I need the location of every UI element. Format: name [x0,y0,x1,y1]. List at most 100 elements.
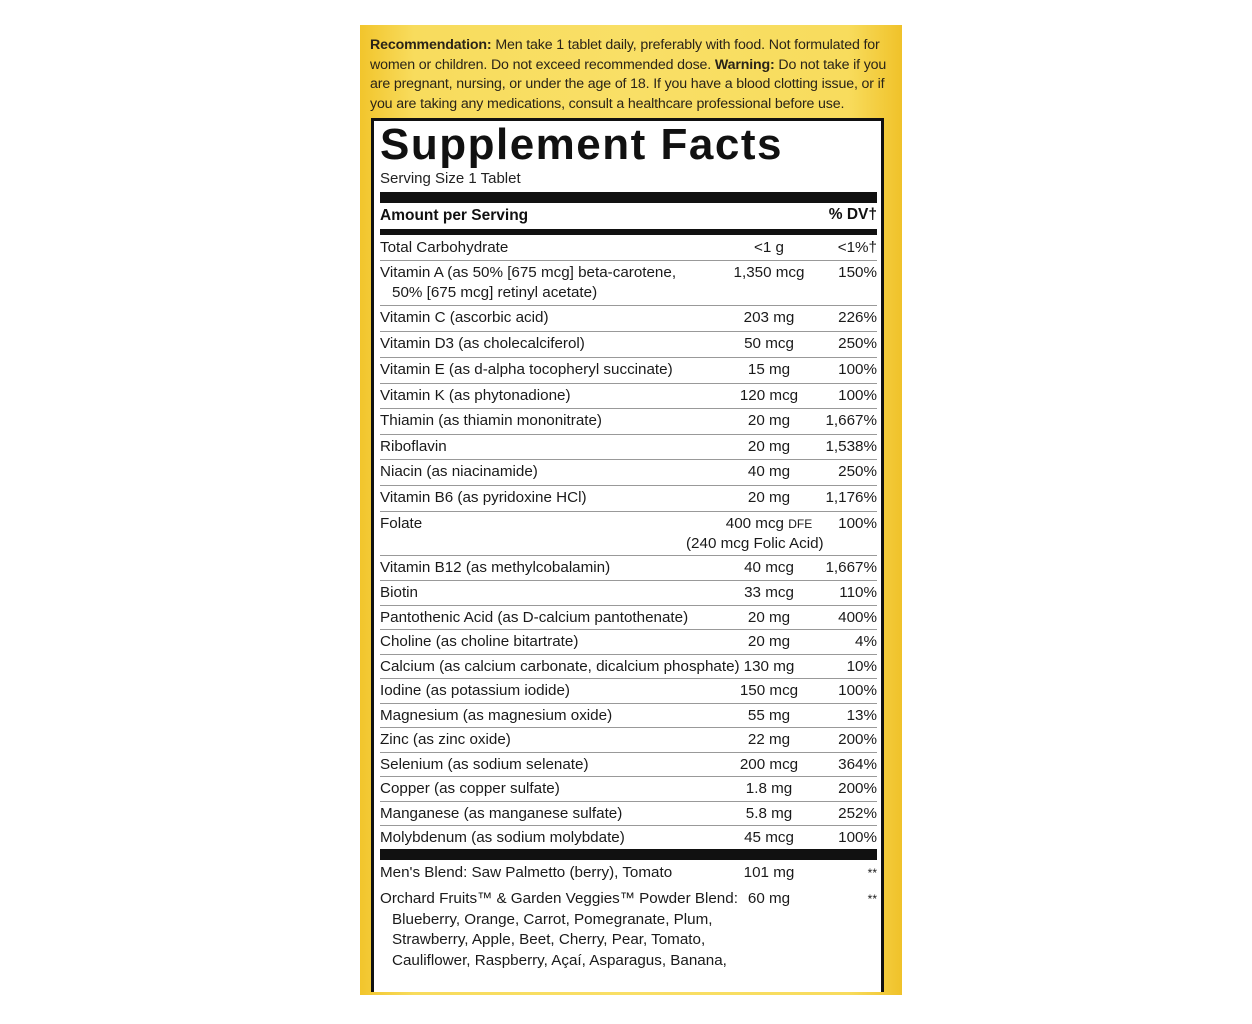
nutrient-amount-value: 120 mcg [739,387,799,404]
nutrient-row: Vitamin D3 (as cholecalciferol) 50 mcg 250… [380,331,877,358]
serving-size: Serving Size 1 Tablet [380,170,521,187]
blend-name: Men's Blend: Saw Palmetto (berry), Tomat… [380,863,877,884]
nutrient-amount: 120 mcg [714,386,824,406]
nutrient-dv: 1,538% [825,438,877,455]
nutrient-row: Niacin (as niacinamide) 40 mg 250% [380,459,877,486]
nutrient-row: Zinc (as zinc oxide) 22 mg 200% [380,727,877,753]
nutrient-amount-value: 20 mg [747,412,791,429]
blend-amount: 60 mg [747,890,791,907]
nutrient-dv: 400% [838,609,877,626]
blend-line: Strawberry, Apple, Beet, Cherry, Pear, T… [392,931,706,948]
column-header: Amount per Serving % DV† [380,203,877,229]
nutrient-amount: 400 mcg DFE [714,514,824,534]
nutrient-name: Biotin [380,584,418,601]
nutrient-amount: 40 mcg [714,558,824,578]
nutrient-dv: 100% [838,515,877,532]
nutrient-name: Riboflavin [380,438,447,455]
nutrient-name: Vitamin B6 (as pyridoxine HCl) [380,489,587,506]
nutrient-amount-value: 400 mcg [725,515,785,532]
nutrient-name: Vitamin C (ascorbic acid) [380,309,549,326]
nutrient-name: Vitamin D3 (as cholecalciferol) [380,335,585,352]
nutrient-name: Folate [380,515,423,532]
blend-line: Men's Blend: Saw Palmetto (berry), Tomat… [380,864,673,881]
nutrient-amount: 20 mg [714,488,824,508]
nutrient-amount-value: 5.8 mg [745,805,793,822]
nutrient-amount-value: 1.8 mg [745,780,793,797]
nutrient-amount-value: 22 mg [747,731,791,748]
nutrient-row: Pantothenic Acid (as D-calcium pantothen… [380,605,877,630]
panel-title: Supplement Facts [380,120,783,169]
blend-name: Orchard Fruits™ & Garden Veggies™ Powder… [380,889,877,971]
nutrient-row: Vitamin C (ascorbic acid) 203 mg 226% [380,305,877,332]
nutrient-name: Total Carbohydrate [380,239,509,256]
nutrient-dv: 1,667% [825,559,877,576]
nutrient-dv: 250% [838,463,877,480]
nutrient-amount-value: 20 mg [747,609,791,626]
blend-amount: 101 mg [743,864,795,881]
nutrient-amount-value: 130 mg [743,658,795,675]
blend-line: Blueberry, Orange, Carrot, Pomegranate, … [392,910,713,928]
header-dv: % DV† [828,206,877,223]
nutrient-name: Thiamin (as thiamin mononitrate) [380,412,602,429]
blend-row: Orchard Fruits™ & Garden Veggies™ Powder… [380,889,877,971]
recommendation-warning-text: Recommendation: Men take 1 tablet daily,… [370,36,892,114]
nutrient-row: Biotin 33 mcg 110% [380,580,877,606]
nutrient-name: Choline (as choline bitartrate) [380,633,579,650]
nutrient-row: Vitamin B12 (as methylcobalamin) 40 mcg 1,… [380,555,877,581]
nutrient-amount-value: 203 mg [743,309,795,326]
recommendation-heading: Recommendation: [370,37,492,53]
nutrient-dv: 110% [839,584,877,601]
nutrient-dv: 250% [838,335,877,352]
blend-dv: ** [867,892,877,906]
nutrient-name: Copper (as copper sulfate) [380,780,560,797]
nutrient-amount: 22 mg [714,730,824,750]
nutrient-name: Niacin (as niacinamide) [380,463,538,480]
nutrient-name: Iodine (as potassium iodide) [380,682,570,699]
nutrient-dv: 13% [846,707,877,724]
nutrient-dv: 4% [855,633,877,650]
nutrient-row: Selenium (as sodium selenate) 200 mcg 364% [380,752,877,777]
nutrient-dv: 100% [838,829,877,846]
nutrient-dv: 100% [838,682,877,699]
nutrient-row: Vitamin A (as 50% [675 mcg] beta-caroten… [380,260,877,306]
nutrient-amount: 50 mcg [714,334,824,354]
nutrient-name-cont: 50% [675 mcg] retinyl acetate) [392,284,598,301]
nutrient-amount-value: 1,350 mcg [733,264,805,281]
nutrient-name: Vitamin E (as d-alpha tocopheryl succina… [380,361,673,378]
nutrient-row: Magnesium (as magnesium oxide) 55 mg 13% [380,703,877,728]
nutrient-dv: <1%† [837,239,877,256]
nutrient-amount: 45 mcg [714,828,824,848]
nutrient-name: Manganese (as manganese sulfate) [380,805,623,822]
nutrient-name: Calcium (as calcium carbonate, dicalcium… [380,658,740,675]
nutrient-amount: 40 mg [714,462,824,482]
nutrient-name: Vitamin K (as phytonadione) [380,387,571,404]
blend-row: Men's Blend: Saw Palmetto (berry), Tomat… [380,863,877,884]
nutrient-name: Selenium (as sodium selenate) [380,756,589,773]
nutrient-amount-unit: DFE [788,517,813,531]
nutrient-amount: 20 mg [714,608,824,628]
nutrient-amount: 5.8 mg [714,804,824,824]
blend-dv: ** [867,866,877,880]
nutrient-dv: 100% [838,387,877,404]
nutrient-dv: 150% [838,264,877,281]
nutrient-name: Vitamin B12 (as methylcobalamin) [380,559,611,576]
nutrient-amount: 1.8 mg [714,779,824,799]
nutrient-amount: 130 mg [714,657,824,677]
nutrient-name: Vitamin A (as 50% [675 mcg] beta-caroten… [380,264,677,281]
header-amount: Amount per Serving [380,207,529,224]
divider-thick [380,192,877,203]
nutrient-dv: 1,667% [825,412,877,429]
nutrient-row: Copper (as copper sulfate) 1.8 mg 200% [380,776,877,802]
nutrient-amount: 15 mg [714,360,824,380]
nutrient-amount: 1,350 mcg [714,263,824,283]
nutrient-amount-value: 50 mcg [744,335,794,352]
supplement-facts-panel: Supplement Facts Serving Size 1 Tablet A… [371,118,884,992]
blend-line: Cauliflower, Raspberry, Açaí, Asparagus,… [392,951,727,969]
nutrient-amount-value: 40 mg [747,463,791,480]
nutrient-amount: 203 mg [714,308,824,328]
nutrient-amount-value: 55 mg [747,707,791,724]
nutrient-amount: 55 mg [714,706,824,726]
nutrient-row: Vitamin K (as phytonadione) 120 mcg 100% [380,383,877,409]
nutrient-dv: 200% [838,780,877,797]
nutrient-amount-value: 20 mg [747,633,791,650]
